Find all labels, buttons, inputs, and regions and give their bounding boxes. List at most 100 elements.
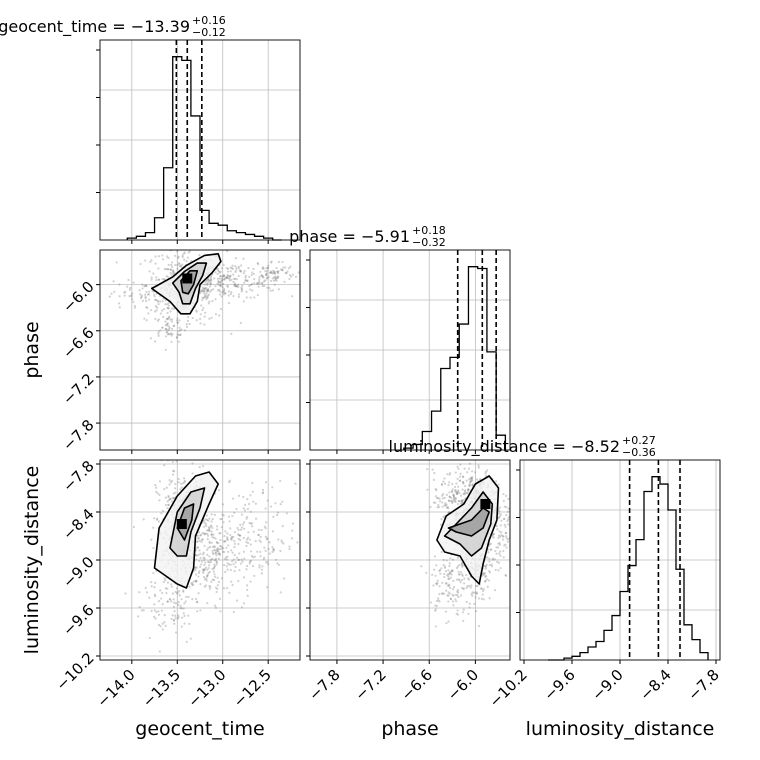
sample-point <box>426 467 429 471</box>
sample-point <box>132 300 135 304</box>
sample-point <box>169 271 172 274</box>
sample-point <box>219 308 223 311</box>
sample-point <box>479 587 483 590</box>
sample-point <box>440 567 443 570</box>
hist-panel-phase <box>309 249 511 451</box>
sample-point <box>197 537 200 540</box>
sample-point <box>489 542 493 545</box>
sample-point <box>229 533 232 537</box>
sample-point <box>180 598 183 601</box>
sample-point <box>447 577 450 580</box>
sample-point <box>221 286 224 289</box>
sample-point <box>482 598 485 601</box>
sample-point <box>197 531 201 534</box>
sample-point <box>273 271 276 274</box>
sample-point <box>284 266 287 269</box>
sample-point <box>226 538 229 542</box>
sample-point <box>172 598 175 601</box>
sample-point <box>225 266 228 270</box>
sample-point <box>220 577 223 580</box>
sample-point <box>205 577 208 580</box>
sample-point <box>224 556 227 559</box>
sample-point <box>206 534 210 537</box>
sample-point <box>265 267 268 270</box>
sample-point <box>207 571 210 575</box>
sample-point <box>199 609 202 612</box>
sample-point <box>214 271 217 274</box>
sample-point <box>505 494 508 497</box>
sample-point <box>288 274 292 277</box>
sample-point <box>447 577 451 581</box>
sample-point <box>228 277 231 280</box>
sample-point <box>206 278 209 282</box>
sample-point <box>459 463 462 466</box>
sample-point <box>482 571 485 575</box>
sample-point <box>252 530 255 533</box>
sample-point <box>272 548 275 551</box>
sample-point <box>240 526 243 529</box>
sample-point <box>218 293 222 296</box>
sample-point <box>468 483 471 486</box>
sample-point <box>496 560 499 563</box>
sample-point <box>451 490 454 494</box>
sample-point <box>208 587 211 590</box>
sample-point <box>458 479 461 482</box>
sample-point <box>466 492 469 495</box>
sample-point <box>166 302 169 306</box>
sample-point <box>173 610 176 613</box>
sample-point <box>456 594 459 597</box>
sample-point <box>441 592 444 595</box>
sample-point <box>157 613 161 616</box>
sample-point <box>143 317 146 320</box>
y-tick-label: −9.0 <box>59 553 97 591</box>
x-tick-label: −7.8 <box>684 666 722 704</box>
sample-point <box>442 564 445 567</box>
sample-point <box>266 499 269 502</box>
sample-point <box>154 594 157 598</box>
sample-point <box>166 307 170 310</box>
sample-point <box>249 543 252 546</box>
sample-point <box>205 286 208 290</box>
sample-point <box>463 577 466 580</box>
sample-point <box>264 527 267 530</box>
panel-title-phase: phase = −5.91 +0.18−0.32 <box>289 224 446 249</box>
sample-point <box>183 251 186 254</box>
sample-point <box>206 532 209 536</box>
sample-point <box>271 289 274 292</box>
sample-point <box>215 540 218 544</box>
sample-point <box>217 270 220 273</box>
sample-point <box>237 537 240 540</box>
sample-point <box>169 268 172 272</box>
sample-point <box>179 265 183 268</box>
sample-point <box>448 571 452 574</box>
sample-point <box>191 462 194 465</box>
sample-point <box>215 563 218 566</box>
sample-point <box>217 541 220 545</box>
sample-point <box>222 540 225 543</box>
sample-point <box>199 533 203 537</box>
sample-point <box>447 594 450 597</box>
sample-point <box>457 573 461 576</box>
sample-point <box>188 585 191 588</box>
sample-point <box>469 481 472 484</box>
sample-point <box>165 486 168 489</box>
sample-point <box>176 317 179 320</box>
sample-point <box>218 597 222 600</box>
sample-point <box>170 307 174 310</box>
sample-point <box>495 552 498 555</box>
sample-point <box>226 273 229 276</box>
sample-point <box>438 569 441 572</box>
sample-point <box>174 254 177 257</box>
sample-point <box>174 487 177 490</box>
sample-point <box>166 331 169 334</box>
sample-point <box>216 267 219 270</box>
sample-point <box>271 486 274 489</box>
sample-point <box>456 492 459 496</box>
sample-point <box>460 578 464 582</box>
sample-point <box>276 562 279 565</box>
sample-point <box>215 590 218 594</box>
sample-point <box>154 617 157 620</box>
sample-point <box>139 293 142 296</box>
sample-point <box>196 600 199 603</box>
sample-point <box>274 502 277 505</box>
